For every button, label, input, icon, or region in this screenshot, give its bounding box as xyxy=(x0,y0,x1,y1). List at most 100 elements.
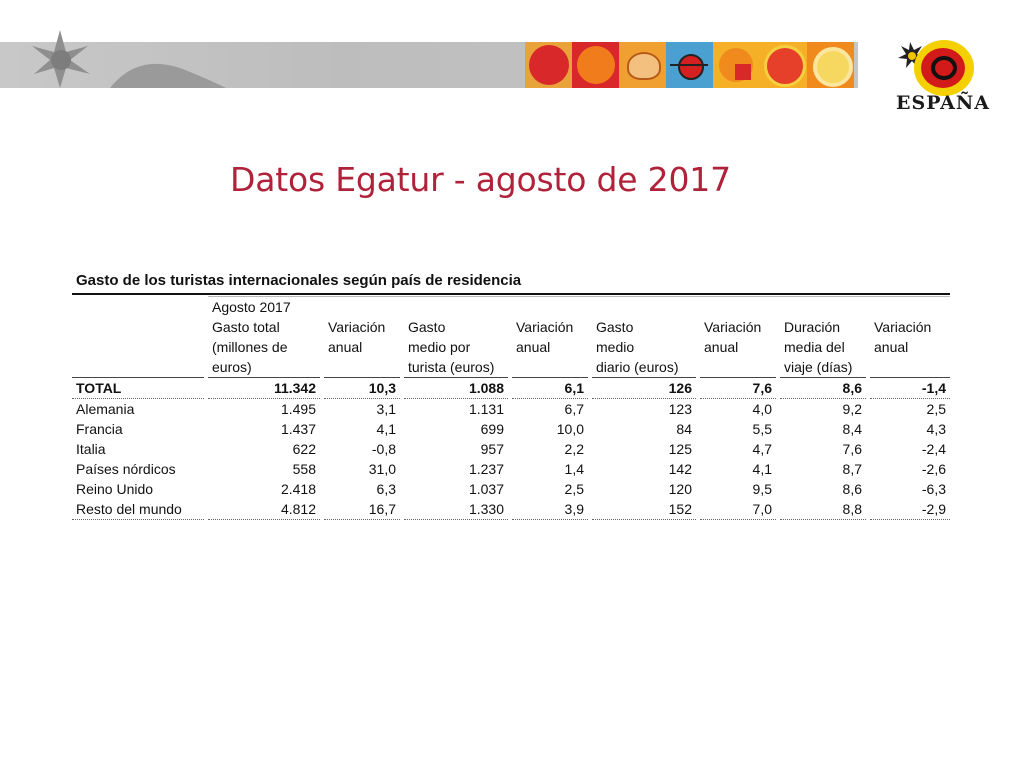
header-gasto-diario: diario (euros) xyxy=(592,357,696,378)
value-cell: 9,2 xyxy=(842,401,862,417)
value-cell: 699 xyxy=(480,421,504,437)
value-cell: 1.131 xyxy=(468,401,504,417)
sun-sketch-icon xyxy=(32,30,226,88)
country-cell: Reino Unido xyxy=(76,481,154,497)
value-cell: 1.330 xyxy=(404,499,508,520)
header-gasto-total: euros) xyxy=(208,357,320,378)
value-cell: 957 xyxy=(480,441,504,457)
value-cell: -0,8 xyxy=(371,441,396,457)
square-sun-tile xyxy=(713,42,760,88)
table-header-row-1: Gasto total Variación Gasto Variación Ga… xyxy=(72,317,950,337)
shell-tile xyxy=(619,42,666,88)
value-cell: 1.437 xyxy=(280,421,316,437)
value-cell: 152 xyxy=(592,499,696,520)
value-cell: 1.088 xyxy=(404,378,508,399)
header-gasto-medio: turista (euros) xyxy=(404,357,508,378)
table-row: Francia 1.437 4,1 699 10,0 84 5,5 8,4 4,3 xyxy=(72,419,950,439)
value-cell: 4,1 xyxy=(752,461,772,477)
header-variacion-3 xyxy=(700,357,776,378)
value-cell: -6,3 xyxy=(921,481,946,497)
header-variacion-1: Variación xyxy=(328,319,386,335)
orange-disc-tile xyxy=(572,42,619,88)
table-header-row-3: euros) turista (euros) diario (euros) vi… xyxy=(72,357,950,378)
value-cell: 7,0 xyxy=(700,499,776,520)
value-cell: 1,4 xyxy=(564,461,584,477)
value-cell: 10,3 xyxy=(324,378,400,399)
header-gasto-medio: Gasto xyxy=(408,319,446,335)
value-cell: 142 xyxy=(668,461,692,477)
header-gasto-medio: medio por xyxy=(408,339,471,355)
table-row: Alemania 1.495 3,1 1.131 6,7 123 4,0 9,2 2,5 xyxy=(72,399,950,419)
value-cell: 7,6 xyxy=(842,441,862,457)
value-cell: 9,5 xyxy=(752,481,772,497)
country-cell: Italia xyxy=(76,441,106,457)
table-row: Resto del mundo 4.812 16,7 1.330 3,9 152 7,0 8,… xyxy=(72,499,950,520)
value-cell: 4,3 xyxy=(926,421,946,437)
header-gasto-total: (millones de xyxy=(212,339,288,355)
value-cell: 10,0 xyxy=(556,421,584,437)
table-header-row-2: (millones de anual medio por anual medio… xyxy=(72,337,950,357)
value-cell: 11.342 xyxy=(208,378,320,399)
table-caption: Gasto de los turistas internacionales se… xyxy=(76,272,522,289)
value-cell: 120 xyxy=(668,481,692,497)
period-label: Agosto 2017 xyxy=(208,296,950,317)
value-cell: 3,1 xyxy=(376,401,396,417)
value-cell: 125 xyxy=(668,441,692,457)
header-gasto-diario: medio xyxy=(596,339,635,355)
header-gasto-total: Gasto total xyxy=(212,319,280,335)
value-cell: 558 xyxy=(292,461,316,477)
value-cell: 3,9 xyxy=(512,499,588,520)
value-cell: 2,5 xyxy=(564,481,584,497)
value-cell: 2.418 xyxy=(280,481,316,497)
table-period-row: Agosto 2017 xyxy=(72,296,950,317)
value-cell: 8,7 xyxy=(842,461,862,477)
espana-logo: ESPAÑA xyxy=(888,28,989,118)
red-disc-tile xyxy=(525,42,572,88)
value-cell: 8,8 xyxy=(780,499,866,520)
header-variacion-1: anual xyxy=(328,339,363,355)
value-cell: 5,5 xyxy=(752,421,772,437)
header-variacion-3: anual xyxy=(704,339,739,355)
espana-sun-logo-icon xyxy=(898,40,974,96)
country-cell: TOTAL xyxy=(72,378,204,399)
header-variacion-4: Variación xyxy=(874,319,932,335)
banner-tiles xyxy=(525,42,854,88)
value-cell: 622 xyxy=(292,441,316,457)
value-cell: 6,1 xyxy=(512,378,588,399)
value-cell: 1.037 xyxy=(468,481,504,497)
value-cell: 1.237 xyxy=(468,461,504,477)
value-cell: 6,7 xyxy=(564,401,584,417)
header-variacion-4: anual xyxy=(874,339,909,355)
header-variacion-2 xyxy=(512,357,588,378)
value-cell: -2,6 xyxy=(921,461,946,477)
country-cell: Alemania xyxy=(76,401,135,417)
page-title: Datos Egatur - agosto de 2017 xyxy=(230,160,731,199)
header-variacion-3: Variación xyxy=(704,319,762,335)
logo-wordmark: ESPAÑA xyxy=(896,92,990,114)
value-cell: 123 xyxy=(668,401,692,417)
country-cell: Países nórdicos xyxy=(76,461,176,477)
value-cell: 8,6 xyxy=(842,481,862,497)
value-cell: 4.812 xyxy=(208,499,320,520)
value-cell: -2,4 xyxy=(921,441,946,457)
value-cell: -1,4 xyxy=(870,378,950,399)
value-cell: 6,3 xyxy=(376,481,396,497)
value-cell: 31,0 xyxy=(368,461,396,477)
header-duracion: media del xyxy=(784,339,845,355)
red-sun-tile xyxy=(760,42,807,88)
value-cell: 4,0 xyxy=(752,401,772,417)
value-cell: 8,4 xyxy=(842,421,862,437)
header-duracion: viaje (días) xyxy=(780,357,866,378)
value-cell: 7,6 xyxy=(700,378,776,399)
value-cell: 2,2 xyxy=(564,441,584,457)
value-cell: 126 xyxy=(592,378,696,399)
value-cell: 16,7 xyxy=(324,499,400,520)
caption-rule xyxy=(72,293,950,295)
table-row: Reino Unido 2.418 6,3 1.037 2,5 120 9,5 8,6 -6,3 xyxy=(72,479,950,499)
spiral-sun-tile xyxy=(807,42,854,88)
table-total-row: TOTAL 11.342 10,3 1.088 6,1 126 7,6 8,6 -1,4 xyxy=(72,378,950,399)
table-row: Italia 622 -0,8 957 2,2 125 4,7 7,6 -2,4 xyxy=(72,439,950,459)
value-cell: -2,9 xyxy=(870,499,950,520)
data-table: Agosto 2017 Gasto total Variación Gasto … xyxy=(72,296,950,520)
header-variacion-1 xyxy=(324,357,400,378)
